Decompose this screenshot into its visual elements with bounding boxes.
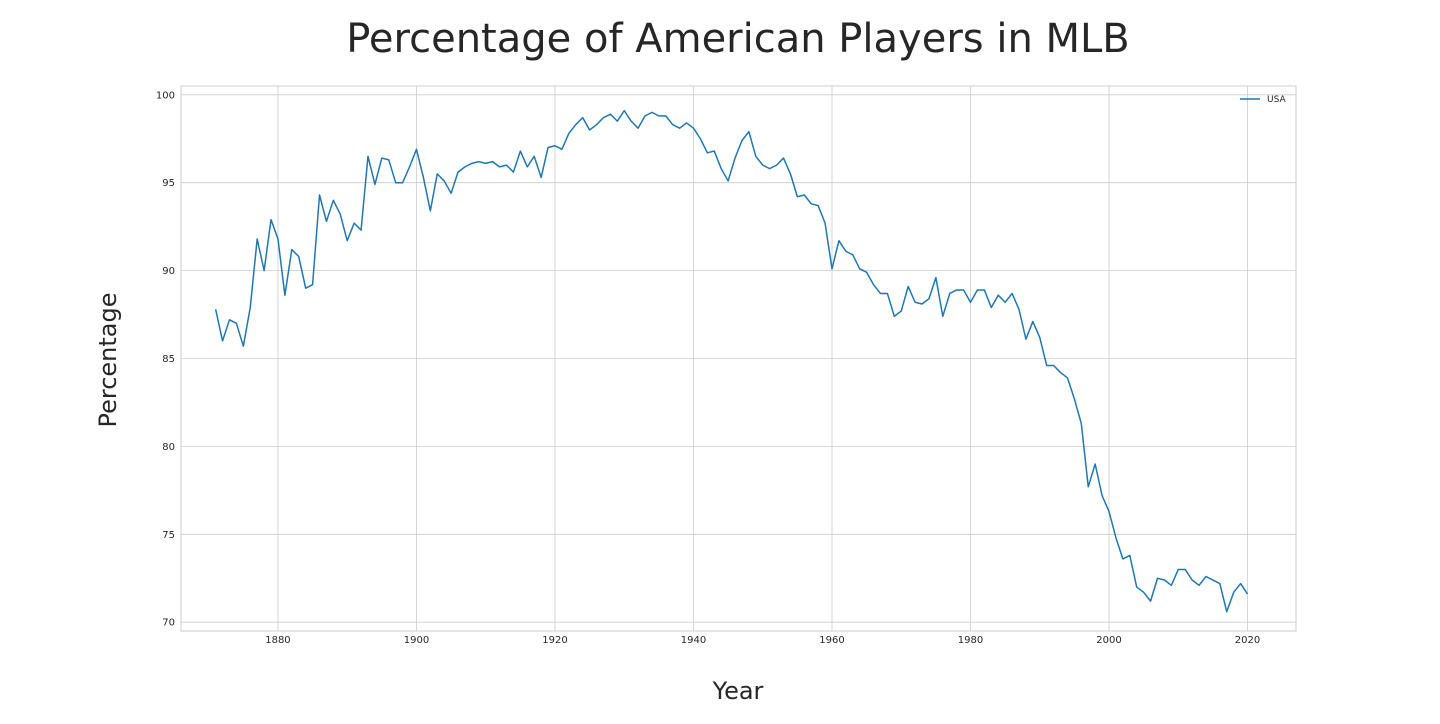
x-tick-label: 1940 [681,635,706,646]
legend: USA [1240,95,1286,105]
legend-label-usa: USA [1267,95,1286,105]
x-tick-label: 2000 [1096,635,1121,646]
x-tick-label: 1960 [819,635,844,646]
y-tick-label: 75 [162,530,175,541]
x-tick-label: 1920 [542,635,567,646]
series-layer [214,109,1249,613]
x-axis-label: Year [712,677,764,705]
plot-frame [180,85,1297,632]
x-tick-label: 1880 [265,635,290,646]
y-tick-label: 85 [162,354,175,365]
y-tick-label: 95 [162,178,175,189]
gridlines [181,86,1296,631]
x-tick-label: 1900 [404,635,429,646]
chart-title: Percentage of American Players in MLB [346,16,1130,62]
x-tick-label: 1980 [958,635,983,646]
y-tick-label: 90 [162,266,175,277]
y-tick-label: 80 [162,442,175,453]
series-line-usa [214,109,1249,613]
tick-labels: 1880 1900 1920 1940 1960 1980 2000 2020 70 75 80 85… [156,90,1260,646]
y-tick-label: 100 [156,90,175,101]
y-tick-label: 70 [162,618,175,629]
y-axis-label: Percentage [94,292,122,427]
x-tick-label: 2020 [1235,635,1260,646]
